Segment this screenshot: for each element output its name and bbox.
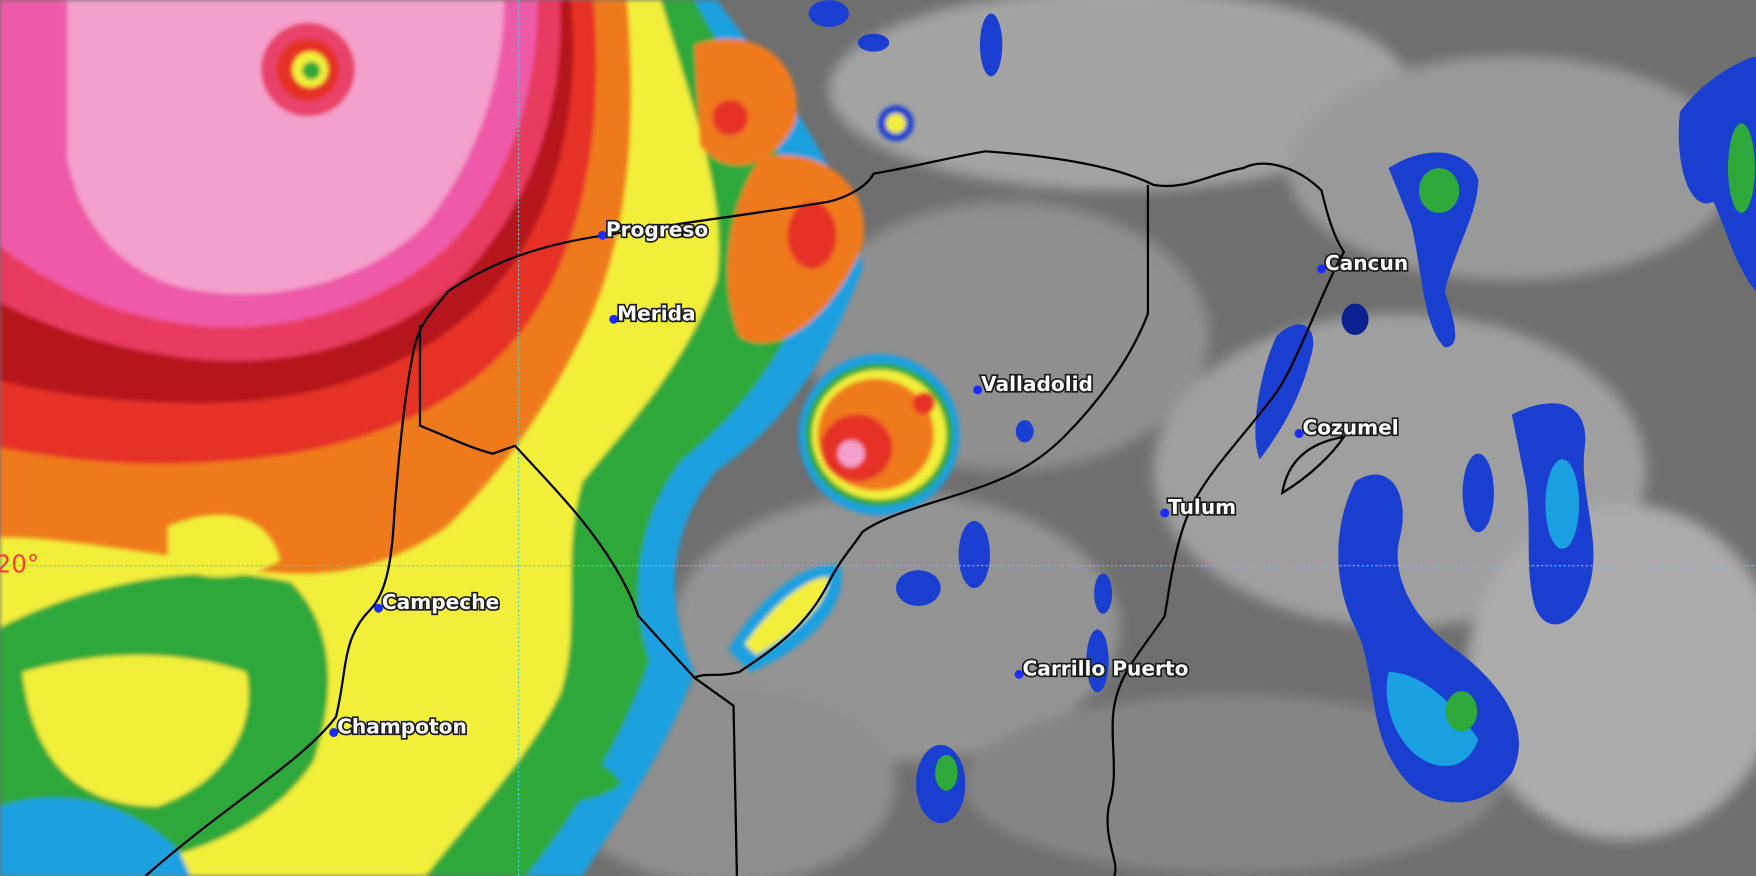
city-label: Cozumel	[1302, 416, 1398, 440]
city-label: Merida	[617, 301, 696, 325]
city-dot	[1294, 429, 1304, 438]
storm-field	[0, 0, 960, 876]
east-cells	[808, 0, 1756, 824]
city-labels: Progreso Merida Valladolid Cancun Cozumel Tul…	[329, 216, 1410, 740]
cloud-texture	[559, 0, 1756, 876]
city-label: Cancun	[1325, 251, 1408, 275]
city-label: Campeche	[382, 590, 499, 614]
city-dot	[609, 314, 619, 324]
city-label: Tulum	[1168, 495, 1236, 519]
city-label: Valladolid	[981, 372, 1093, 396]
city-label: Champoton	[337, 715, 467, 739]
city-dot	[1317, 264, 1326, 274]
borders	[144, 150, 1347, 876]
latitude-label: 20°	[0, 550, 39, 579]
city-dot	[1014, 669, 1024, 679]
city-dot	[973, 385, 983, 395]
city-label: Carrillo Puerto	[1022, 656, 1188, 680]
city-dot	[374, 603, 384, 613]
city-label: Progreso	[606, 217, 708, 241]
city-dot	[1160, 508, 1170, 518]
city-dot	[329, 728, 339, 738]
city-dot	[598, 230, 607, 240]
